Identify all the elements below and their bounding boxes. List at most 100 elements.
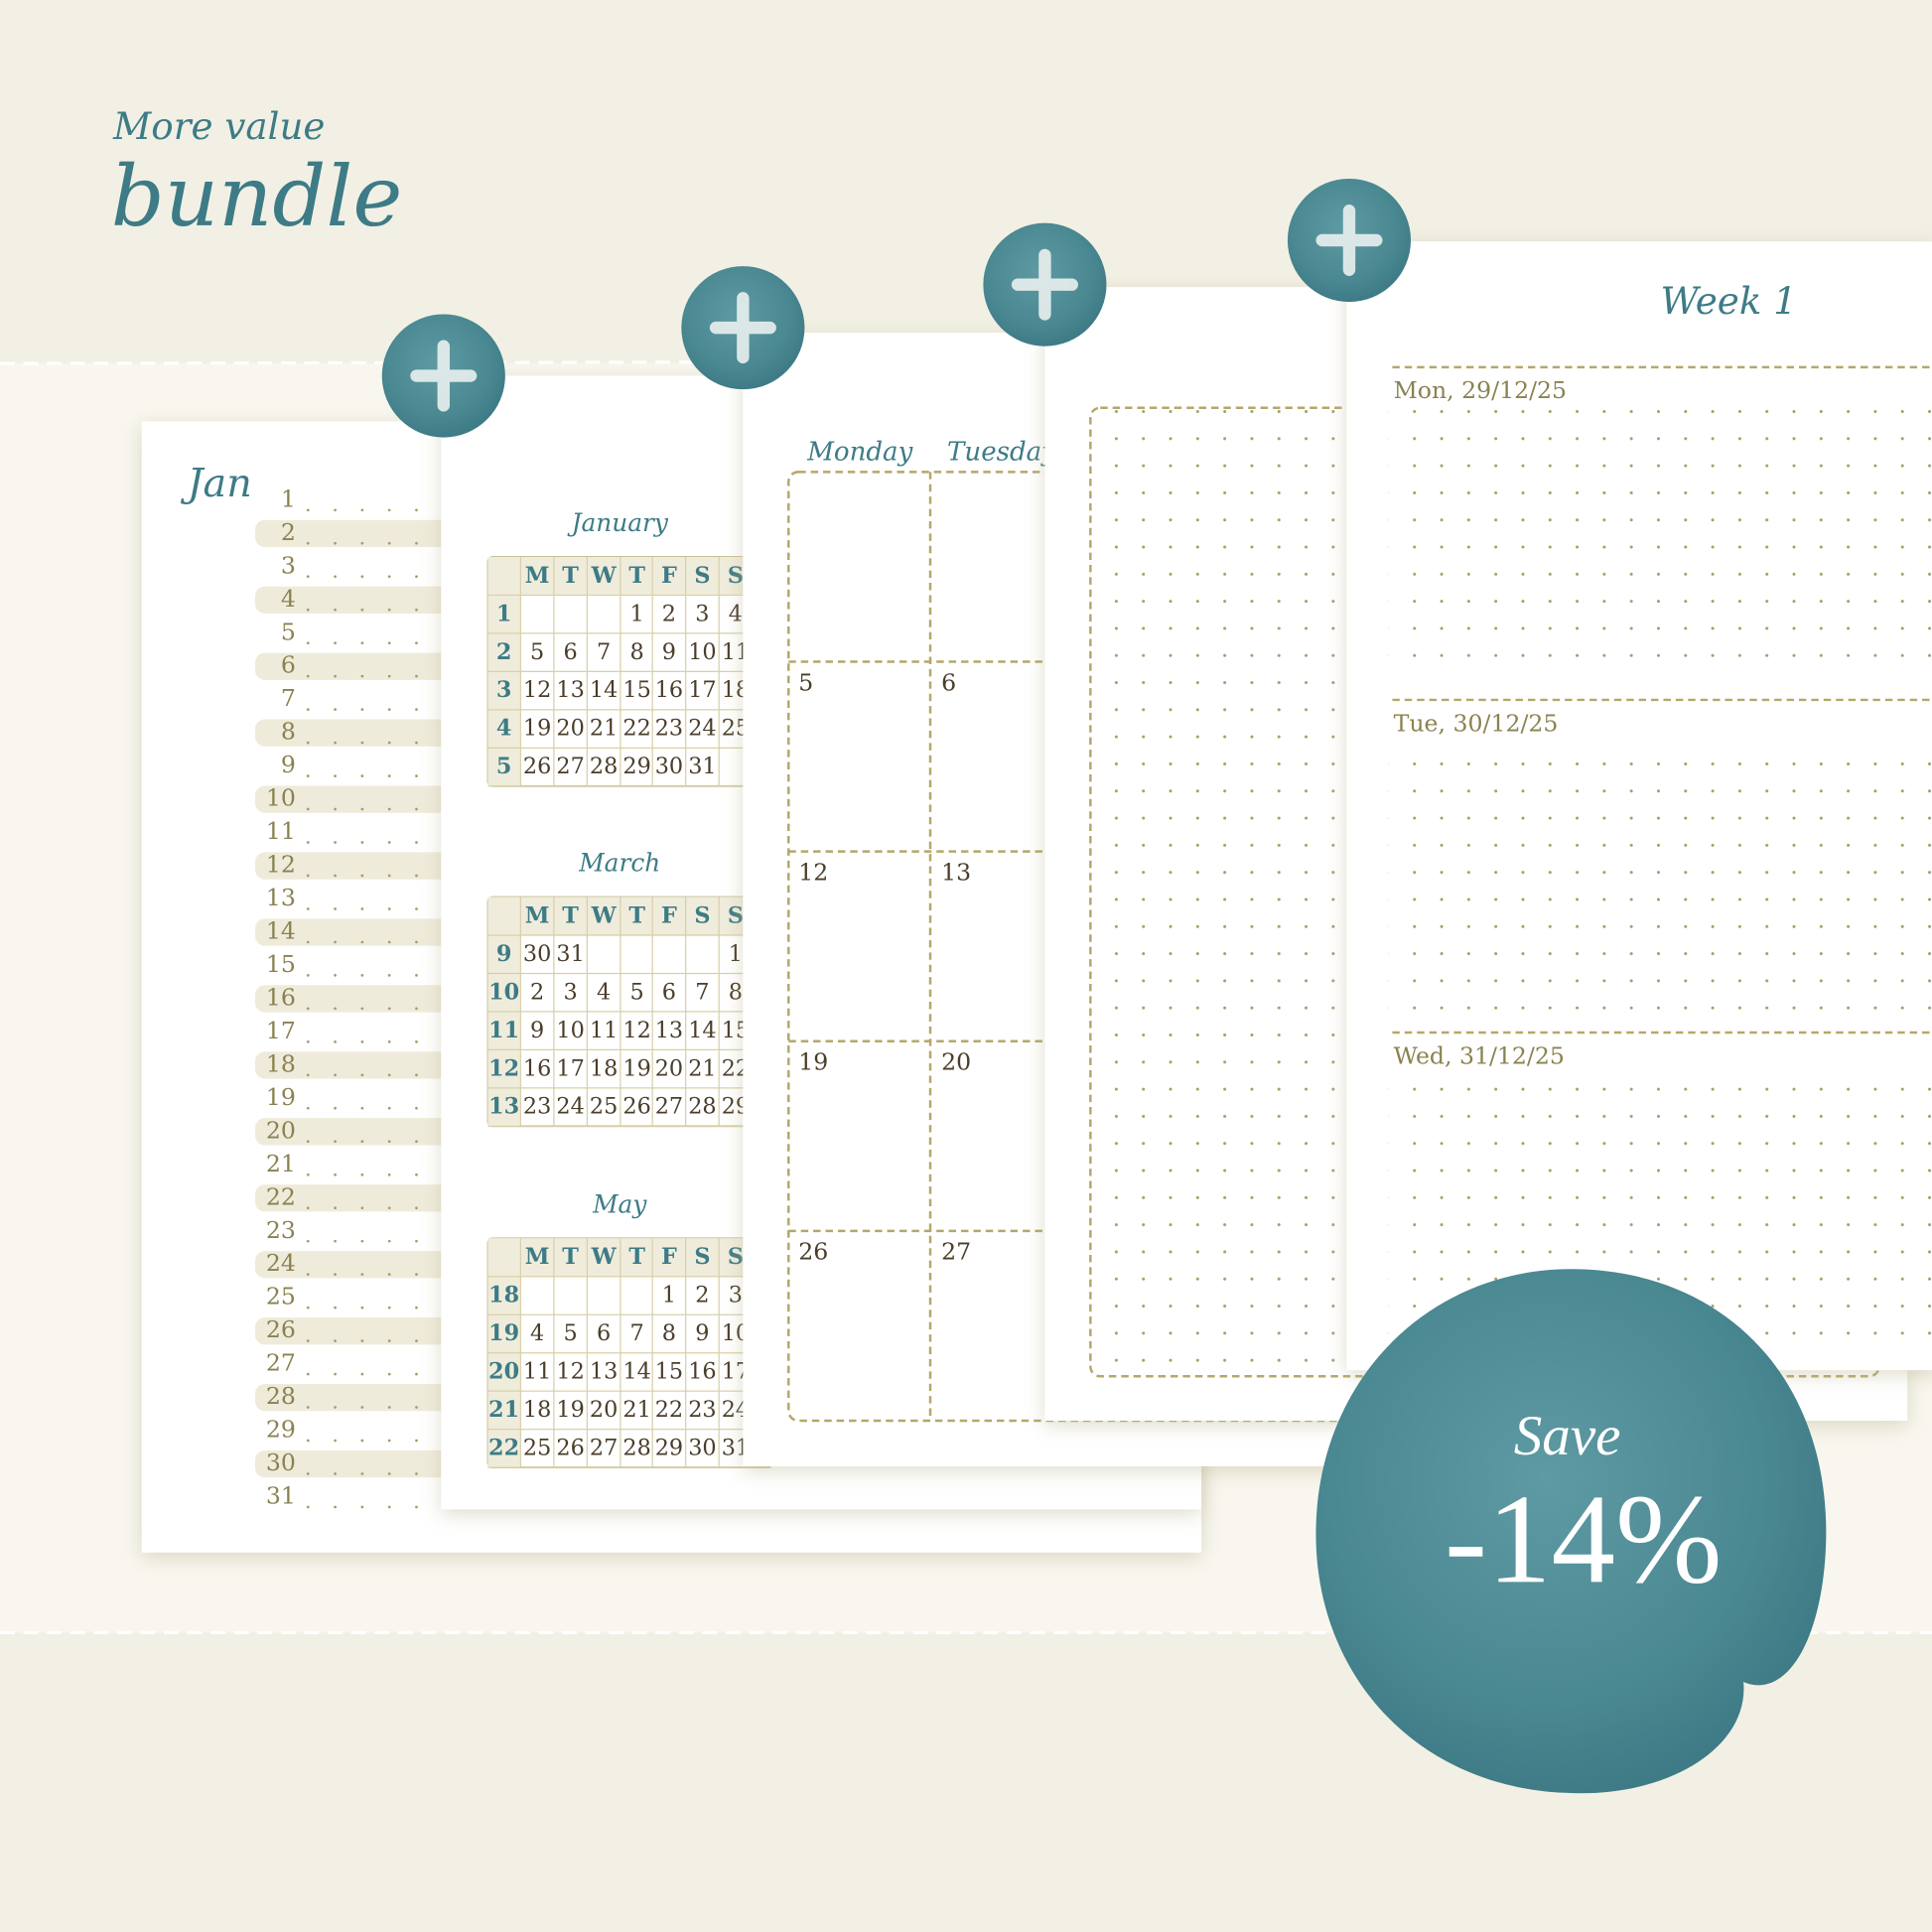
date: 9 bbox=[695, 1320, 709, 1346]
dot bbox=[415, 774, 418, 777]
dot bbox=[415, 1007, 418, 1011]
date: 6 bbox=[564, 639, 578, 665]
dot bbox=[360, 774, 364, 777]
row-highlight bbox=[254, 1051, 453, 1079]
dot bbox=[360, 1306, 364, 1310]
title: bundle bbox=[111, 148, 403, 245]
date: 26 bbox=[556, 1435, 584, 1460]
dot bbox=[306, 1007, 310, 1011]
date: 19 bbox=[798, 1048, 828, 1076]
date: 6 bbox=[662, 979, 676, 1005]
dot bbox=[306, 907, 310, 910]
date: 17 bbox=[688, 677, 716, 703]
week-number: 9 bbox=[496, 941, 512, 967]
week-number: 22 bbox=[488, 1435, 519, 1460]
weekday: T bbox=[562, 1244, 579, 1270]
day-number: 10 bbox=[266, 784, 296, 812]
dot bbox=[415, 1505, 418, 1509]
dot bbox=[387, 608, 391, 612]
date: 14 bbox=[622, 1359, 650, 1385]
day-number: 4 bbox=[281, 585, 296, 613]
dot-area bbox=[1388, 739, 1932, 1011]
date: 1 bbox=[662, 1283, 676, 1309]
row-highlight bbox=[254, 1317, 453, 1345]
day-number: 28 bbox=[266, 1382, 296, 1410]
weekday: S bbox=[728, 563, 744, 589]
weekday: T bbox=[628, 1244, 645, 1270]
dot bbox=[387, 940, 391, 944]
dot bbox=[387, 1007, 391, 1011]
date: 13 bbox=[655, 1018, 683, 1043]
week-number: 12 bbox=[488, 1055, 519, 1081]
dot bbox=[334, 1106, 337, 1110]
dot bbox=[387, 1472, 391, 1475]
day-number: 21 bbox=[266, 1150, 296, 1177]
date: 24 bbox=[688, 716, 716, 742]
weekday: F bbox=[661, 1244, 677, 1270]
dot bbox=[415, 708, 418, 711]
row-highlight bbox=[254, 1449, 453, 1478]
pin-cross bbox=[1315, 205, 1383, 277]
date: 16 bbox=[688, 1359, 716, 1385]
pins bbox=[381, 178, 1412, 438]
dot bbox=[415, 641, 418, 645]
date: 14 bbox=[590, 677, 618, 703]
pin-cross bbox=[410, 340, 478, 412]
dot bbox=[387, 541, 391, 545]
day-number: 29 bbox=[266, 1416, 296, 1444]
date: 19 bbox=[523, 716, 551, 742]
dot bbox=[360, 1372, 364, 1376]
dot bbox=[415, 807, 418, 811]
dot bbox=[415, 1439, 418, 1443]
dot bbox=[360, 1505, 364, 1509]
date: 4 bbox=[597, 979, 611, 1005]
day-number: 20 bbox=[266, 1116, 296, 1144]
day-number: 23 bbox=[266, 1216, 296, 1244]
dot bbox=[415, 1372, 418, 1376]
date: 31 bbox=[556, 941, 584, 967]
date: 30 bbox=[655, 754, 683, 779]
date: 19 bbox=[556, 1397, 584, 1423]
day-number: 5 bbox=[281, 618, 296, 645]
row-highlight bbox=[254, 586, 453, 614]
date: 10 bbox=[556, 1018, 584, 1043]
date: 9 bbox=[530, 1018, 544, 1043]
dot bbox=[387, 641, 391, 645]
week-number: 10 bbox=[488, 979, 519, 1005]
dot bbox=[360, 1173, 364, 1176]
date: 3 bbox=[564, 979, 578, 1005]
dot bbox=[334, 807, 337, 811]
discount: -14% bbox=[1445, 1467, 1723, 1609]
dot bbox=[387, 1439, 391, 1443]
week-number: 5 bbox=[496, 754, 512, 779]
dot bbox=[334, 741, 337, 745]
dot bbox=[387, 741, 391, 745]
dot bbox=[334, 907, 337, 910]
date: 6 bbox=[597, 1320, 611, 1346]
day-number: 22 bbox=[266, 1182, 296, 1210]
date: 20 bbox=[590, 1397, 618, 1423]
day-number: 3 bbox=[281, 551, 296, 579]
date: 29 bbox=[622, 754, 650, 779]
dot bbox=[306, 1406, 310, 1409]
weekday-header: Monday bbox=[806, 438, 912, 468]
row-highlight bbox=[254, 1184, 453, 1212]
weekday: S bbox=[694, 902, 710, 928]
dot bbox=[387, 807, 391, 811]
date: 29 bbox=[655, 1435, 683, 1460]
date: 19 bbox=[622, 1055, 650, 1081]
date: 5 bbox=[564, 1320, 578, 1346]
dot bbox=[360, 708, 364, 711]
date: 4 bbox=[729, 601, 743, 626]
day-number: 13 bbox=[266, 884, 296, 911]
dot bbox=[415, 1039, 418, 1043]
dot bbox=[306, 874, 310, 878]
dot bbox=[306, 608, 310, 612]
dot bbox=[360, 907, 364, 910]
date: 20 bbox=[556, 716, 584, 742]
date: 13 bbox=[556, 677, 584, 703]
dot bbox=[334, 1039, 337, 1043]
dot bbox=[334, 1073, 337, 1077]
dot bbox=[360, 974, 364, 977]
